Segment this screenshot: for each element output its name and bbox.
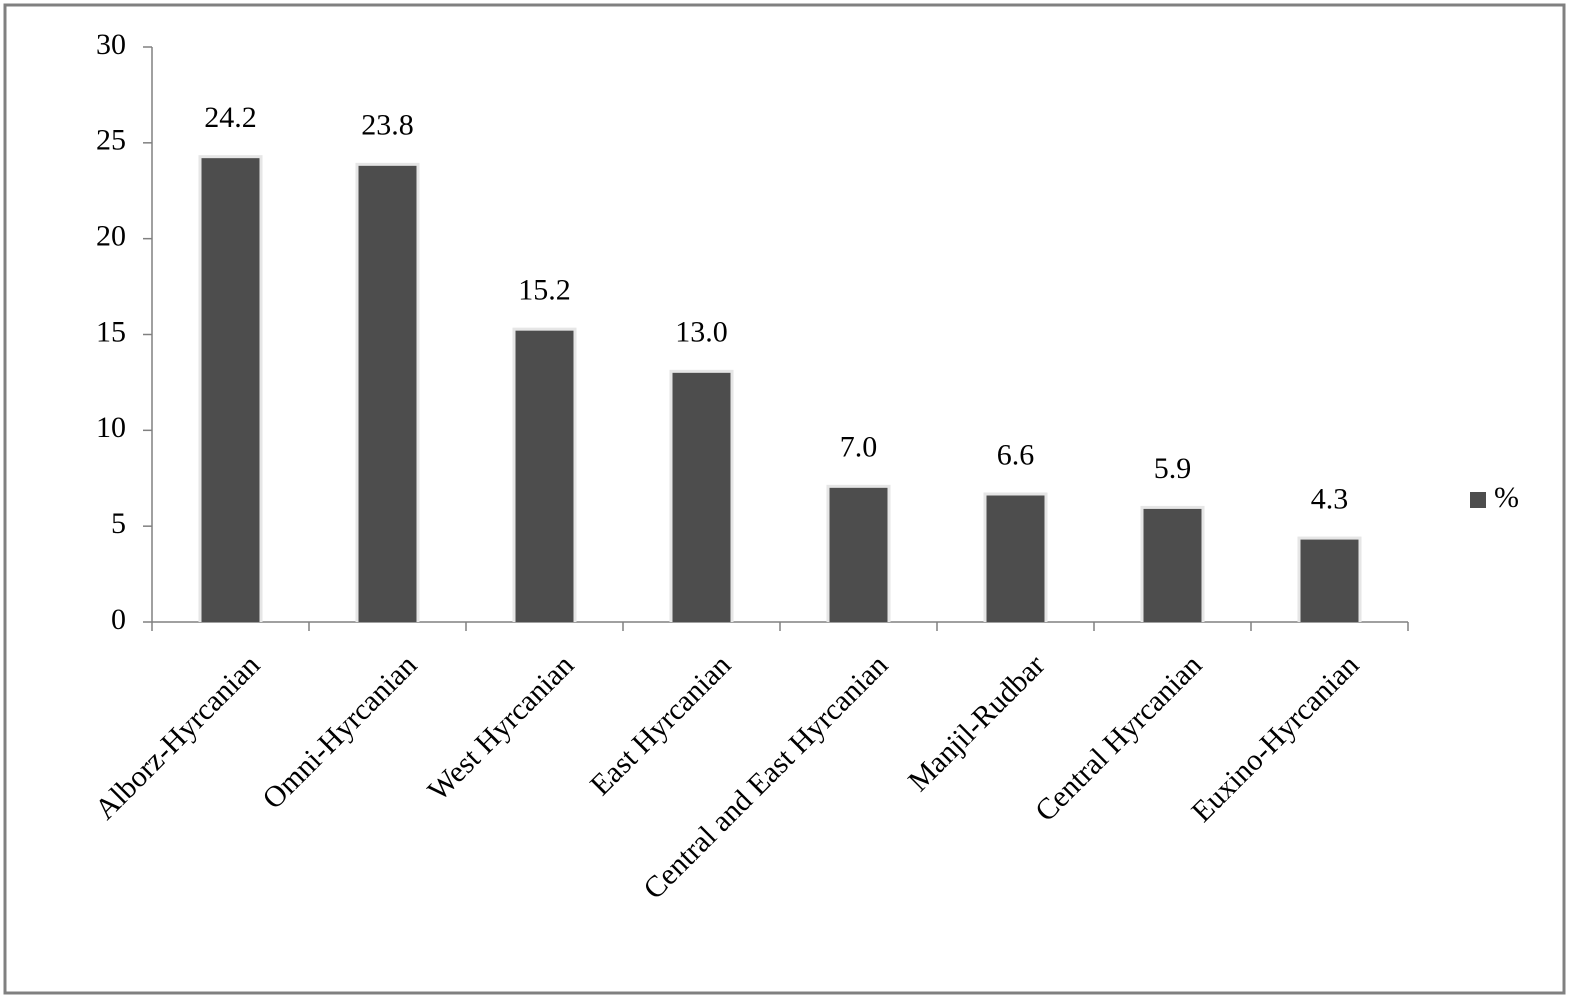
bar	[358, 165, 417, 623]
bar	[1300, 539, 1359, 622]
bar	[515, 330, 574, 622]
bar	[1143, 508, 1202, 622]
data-label: 6.6	[997, 438, 1035, 471]
y-tick-label: 20	[96, 220, 126, 253]
bar	[986, 495, 1045, 622]
legend-swatch	[1470, 492, 1486, 508]
y-tick-label: 10	[96, 411, 126, 444]
y-tick-label: 30	[96, 28, 126, 61]
y-tick-label: 25	[96, 124, 126, 157]
data-label: 24.2	[204, 101, 257, 134]
data-label: 5.9	[1154, 452, 1192, 485]
data-label: 23.8	[361, 109, 414, 142]
y-tick-label: 0	[111, 603, 126, 636]
y-tick-label: 5	[111, 507, 126, 540]
data-label: 13.0	[675, 316, 728, 349]
y-tick-label: 15	[96, 315, 126, 348]
data-label: 7.0	[840, 431, 878, 464]
bar	[829, 487, 888, 622]
data-label: 4.3	[1311, 482, 1349, 515]
bar	[672, 372, 731, 622]
chart-border	[3, 3, 1566, 995]
data-label: 15.2	[518, 274, 571, 307]
legend-label: %	[1494, 481, 1519, 514]
bar	[201, 158, 260, 622]
